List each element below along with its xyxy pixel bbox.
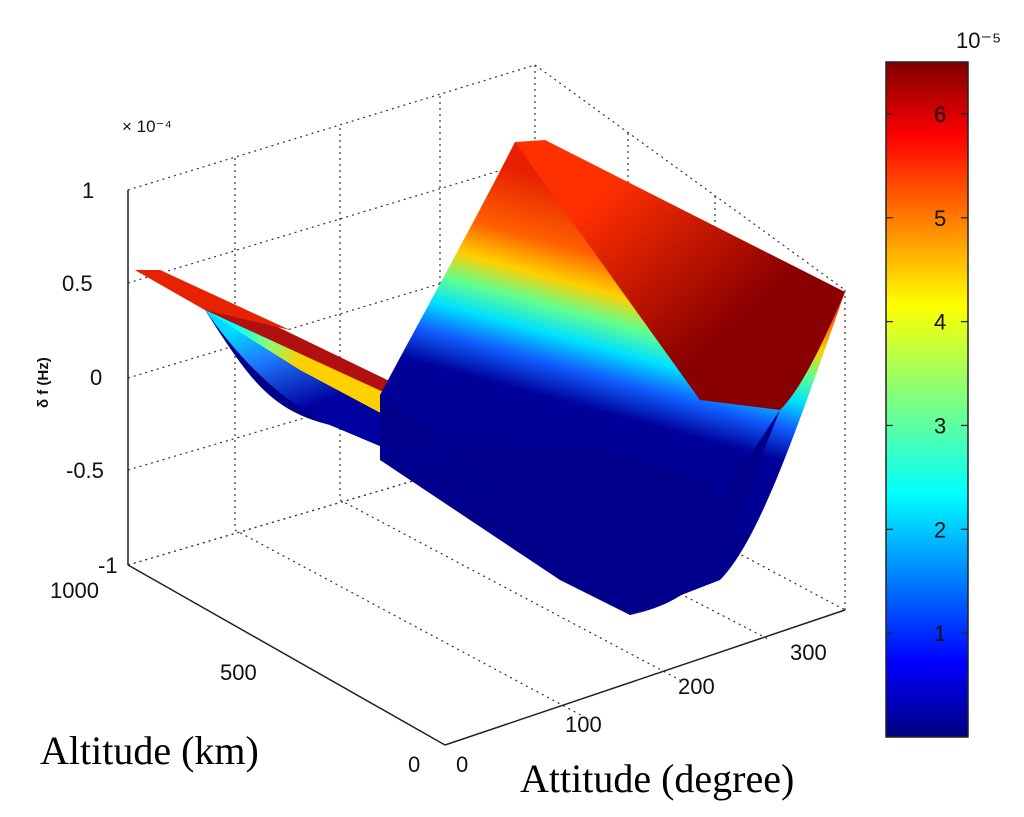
z-tick-label: -0.5 xyxy=(66,458,104,483)
x-ticks: 0 100 200 300 xyxy=(456,640,827,777)
y-axis-line xyxy=(127,564,446,746)
y-tick-label: 1000 xyxy=(50,578,99,603)
colorbar-scale-label: 10⁻⁵ xyxy=(956,28,1001,53)
colorbar-gradient xyxy=(885,61,969,738)
grid-floor-d xyxy=(234,529,591,721)
grid-floor-c xyxy=(339,499,681,681)
z-tick-label: 0.5 xyxy=(62,271,93,296)
x-axis-label: Attitude (degree) xyxy=(520,756,794,801)
front-axes xyxy=(127,190,846,746)
surface-left-strip xyxy=(205,310,520,505)
grid-back-right-top xyxy=(534,64,846,291)
surface xyxy=(135,140,845,615)
z-axis-label: δ f (Hz) xyxy=(35,357,52,408)
x-axis-line xyxy=(444,609,846,746)
colorbar-tick-label: 4 xyxy=(934,310,946,335)
colorbar-ticks: 6 5 4 3 2 1 xyxy=(886,102,968,646)
colorbar-tick-label: 5 xyxy=(934,206,946,231)
z-tick-label: -1 xyxy=(98,553,118,578)
surface-right-curve xyxy=(630,410,780,615)
grid-back-left-mid1 xyxy=(127,159,536,284)
z-tick-label: 1 xyxy=(82,178,94,203)
surface-valley-floor xyxy=(380,395,720,615)
y-ticks: 1000 500 0 xyxy=(50,578,420,777)
x-tick-label: 0 xyxy=(456,752,468,777)
colorbar-tick-label: 3 xyxy=(934,413,946,438)
x-tick-label: 100 xyxy=(565,712,602,737)
x-tick-label: 300 xyxy=(790,640,827,665)
y-axis-label: Altitude (km) xyxy=(40,728,259,773)
z-scale-label: × 10⁻⁴ xyxy=(122,117,172,136)
surface-right-ridge xyxy=(515,140,845,410)
colorbar-tick-label: 6 xyxy=(934,102,946,127)
z-ticks: 1 0.5 0 -0.5 -1 xyxy=(62,178,118,578)
colorbar: 10⁻⁵ 6 5 4 3 2 1 xyxy=(885,28,1001,738)
colorbar-tick-label: 2 xyxy=(934,517,946,542)
surface-left-lip-top xyxy=(135,270,290,330)
y-tick-label: 500 xyxy=(220,660,257,685)
grid-back-left-top xyxy=(127,64,536,191)
x-tick-label: 200 xyxy=(678,674,715,699)
y-tick-label: 0 xyxy=(408,752,420,777)
z-tick-label: 0 xyxy=(90,365,102,390)
colorbar-tick-label: 1 xyxy=(934,621,946,646)
